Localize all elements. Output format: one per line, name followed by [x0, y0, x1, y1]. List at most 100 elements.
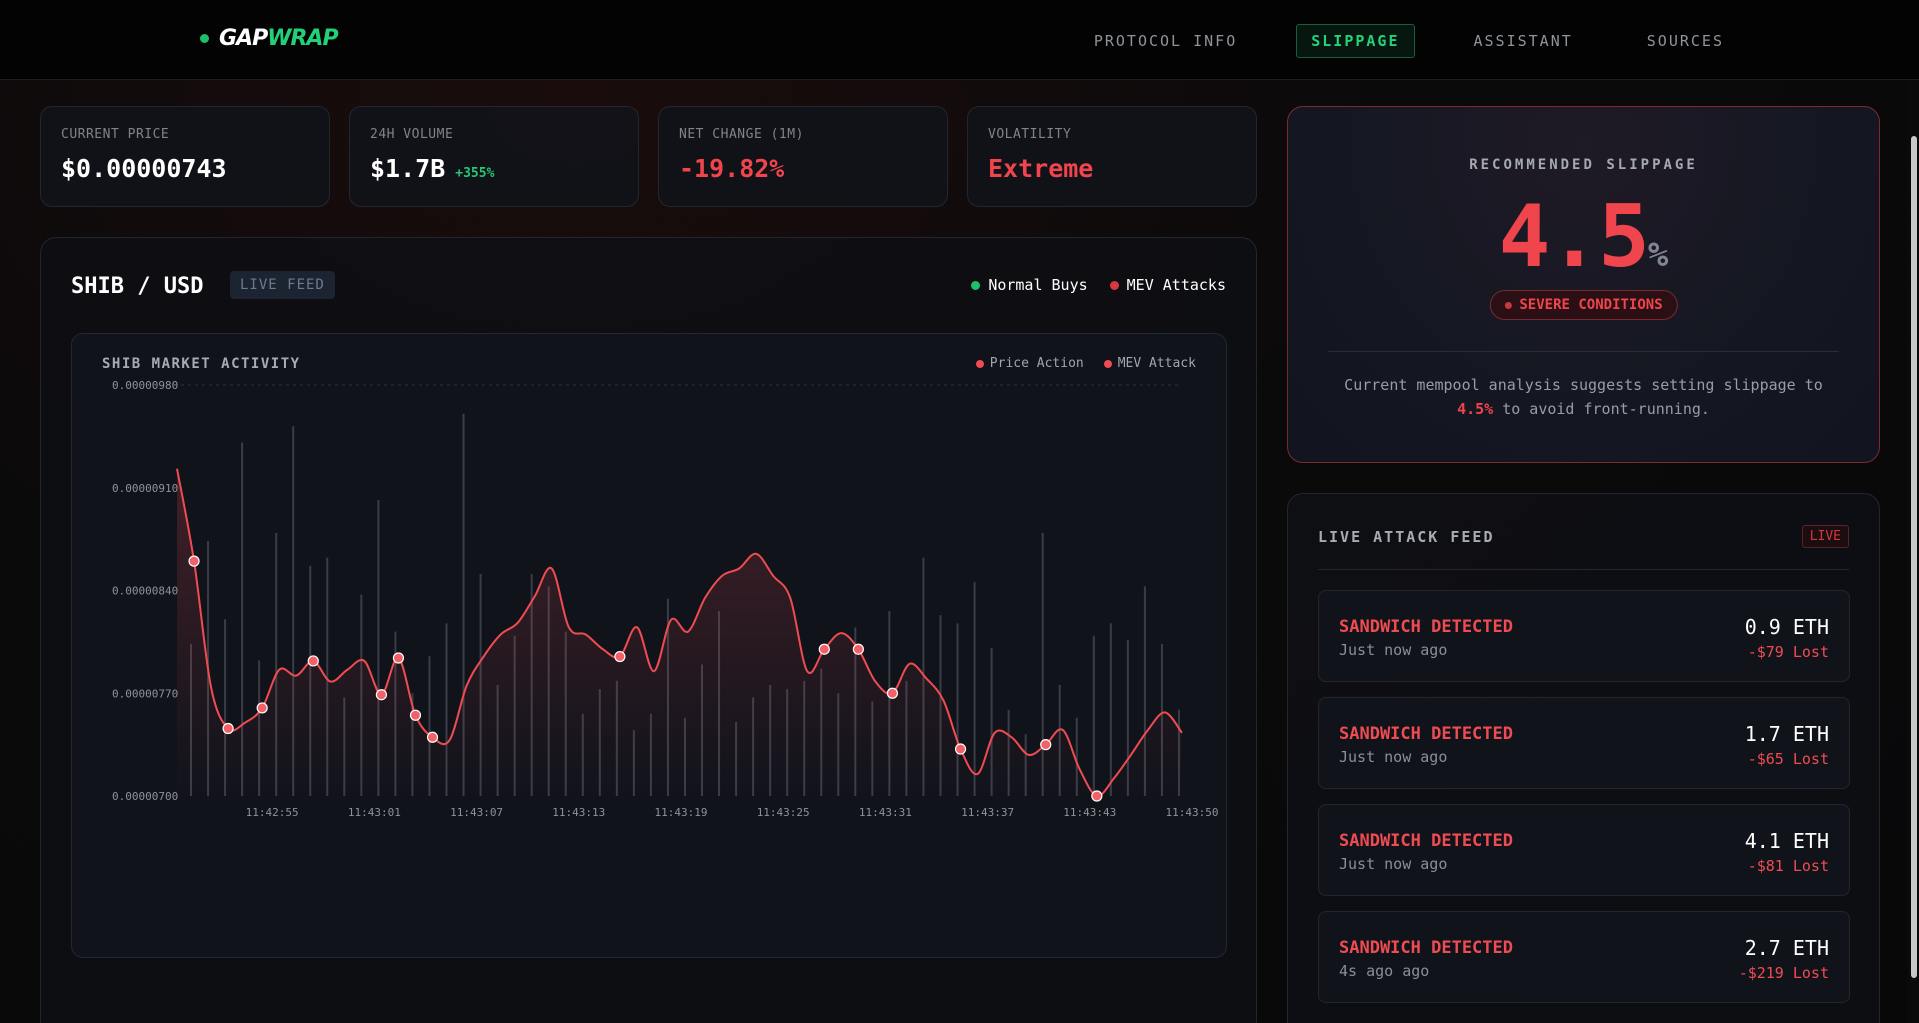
nav-slippage[interactable]: SLIPPAGE: [1296, 24, 1415, 58]
feed-item[interactable]: SANDWICH DETECTED Just now ago 0.9 ETH -…: [1318, 590, 1850, 682]
market-activity-chart: SHIB MARKET ACTIVITY Price Action MEV At…: [71, 333, 1227, 958]
stat-label: VOLATILITY: [988, 127, 1072, 142]
logo[interactable]: GAPWRAP: [200, 26, 339, 51]
x-tick-label: 11:43:01: [348, 806, 401, 819]
pair-title: SHIB / USD: [71, 274, 204, 299]
stat-value: Extreme: [988, 154, 1094, 183]
mev-attack-point: [409, 709, 422, 721]
stat-label: 24H VOLUME: [370, 127, 454, 142]
stat-card-volume: 24H VOLUME $1.7B +355%: [349, 106, 639, 207]
chart-panel: SHIB / USD LIVE FEED Normal Buys MEV Att…: [40, 237, 1257, 1023]
mev-attack-point: [1091, 790, 1103, 802]
page-scrollbar[interactable]: [1907, 80, 1919, 1023]
mev-attack-point: [222, 722, 234, 735]
x-tick-label: 11:43:37: [961, 806, 1014, 819]
chart-inner-legend: Price Action MEV Attack: [975, 356, 1196, 371]
attack-time: Just now ago: [1339, 641, 1448, 659]
attack-loss: -$81 Lost: [1747, 857, 1829, 875]
x-tick-label: 11:42:55: [246, 806, 299, 819]
nav-protocol-info[interactable]: PROTOCOL INFO: [1093, 32, 1238, 50]
attack-type: SANDWICH DETECTED: [1339, 617, 1513, 637]
stat-change-badge: +355%: [455, 166, 495, 181]
mev-attack-point: [375, 689, 388, 701]
stat-card-net-change: NET CHANGE (1M) -19.82%: [658, 106, 948, 207]
mev-attack-point: [307, 655, 319, 667]
stat-value: $1.7B +355%: [370, 154, 495, 183]
attack-amount: 0.9 ETH: [1744, 615, 1829, 639]
y-tick-label: 0.00000770: [112, 687, 178, 700]
mev-attack-point: [1040, 739, 1052, 751]
attack-time: Just now ago: [1339, 748, 1448, 766]
attack-loss: -$219 Lost: [1738, 964, 1829, 982]
y-tick-label: 0.00000980: [112, 379, 178, 392]
x-tick-label: 11:43:43: [1063, 806, 1116, 819]
y-tick-label: 0.00000700: [112, 790, 178, 803]
red-dot-icon: [975, 359, 984, 368]
mev-attack-point: [188, 555, 200, 567]
chart-plot-area[interactable]: 0.00000980 0.00000910 0.00000840 0.00000770…: [72, 334, 1228, 959]
attack-amount: 4.1 ETH: [1744, 829, 1829, 853]
feed-item[interactable]: SANDWICH DETECTED Just now ago 4.1 ETH -…: [1318, 804, 1850, 896]
mev-attack-point: [426, 731, 439, 743]
logo-text: GAPWRAP: [219, 26, 339, 51]
attack-type: SANDWICH DETECTED: [1339, 938, 1513, 958]
stat-card-volatility: VOLATILITY Extreme: [967, 106, 1257, 207]
price-area: [177, 468, 1182, 797]
x-tick-label: 11:43:25: [757, 806, 810, 819]
slippage-description: Current mempool analysis suggests settin…: [1344, 376, 1823, 418]
main-nav: PROTOCOL INFO SLIPPAGE ASSISTANT SOURCES: [1035, 24, 1739, 58]
chart-title: SHIB MARKET ACTIVITY: [102, 356, 301, 372]
legend-mev-attacks[interactable]: MEV Attacks: [1109, 276, 1226, 294]
legend-price-action: Price Action: [975, 356, 1084, 371]
red-dot-icon: [1103, 359, 1112, 368]
x-tick-label: 11:43:50: [1166, 806, 1219, 819]
stat-value: -19.82%: [679, 154, 785, 183]
feed-title: LIVE ATTACK FEED: [1318, 528, 1495, 546]
severe-conditions-badge: SEVERE CONDITIONS: [1489, 290, 1678, 320]
green-dot-icon: [971, 280, 981, 290]
y-tick-label: 0.00000840: [112, 585, 178, 598]
scrollbar-thumb[interactable]: [1911, 136, 1917, 978]
attack-loss: -$65 Lost: [1747, 750, 1829, 768]
x-tick-label: 11:43:13: [552, 806, 605, 819]
x-tick-label: 11:43:07: [450, 806, 503, 819]
mev-attack-point: [886, 687, 899, 699]
attack-amount: 1.7 ETH: [1744, 722, 1829, 746]
stat-label: NET CHANGE (1M): [679, 127, 804, 142]
stat-card-current-price: CURRENT PRICE $0.00000743: [40, 106, 330, 207]
attack-type: SANDWICH DETECTED: [1339, 724, 1513, 744]
stat-label: CURRENT PRICE: [61, 127, 170, 142]
attack-amount: 2.7 ETH: [1744, 936, 1829, 960]
divider: [1328, 351, 1839, 352]
live-feed-badge: LIVE FEED: [230, 271, 335, 299]
nav-sources[interactable]: SOURCES: [1646, 32, 1724, 50]
feed-item[interactable]: SANDWICH DETECTED Just now ago 1.7 ETH -…: [1318, 697, 1850, 789]
slippage-card: RECOMMENDED SLIPPAGE 4.5% SEVERE CONDITI…: [1287, 106, 1880, 463]
alert-dot-icon: [1504, 301, 1512, 309]
nav-assistant[interactable]: ASSISTANT: [1473, 32, 1573, 50]
price-line: [176, 468, 1183, 798]
stat-value: $0.00000743: [61, 154, 227, 183]
divider: [1318, 569, 1849, 570]
legend-normal-buys[interactable]: Normal Buys: [971, 276, 1088, 294]
mev-attack-point: [614, 650, 626, 663]
live-attack-feed: LIVE ATTACK FEED LIVE SANDWICH DETECTED …: [1287, 493, 1880, 1023]
mev-attack-point: [256, 702, 268, 714]
attack-time: Just now ago: [1339, 855, 1448, 873]
feed-live-badge: LIVE: [1801, 525, 1849, 548]
y-tick-label: 0.00000910: [112, 482, 178, 495]
feed-item[interactable]: SANDWICH DETECTED 4s ago ago 2.7 ETH -$2…: [1318, 911, 1850, 1003]
mev-attack-point: [852, 643, 864, 655]
slippage-label: RECOMMENDED SLIPPAGE: [1469, 157, 1698, 173]
legend-mev-attack: MEV Attack: [1103, 356, 1196, 371]
mev-attack-point: [954, 743, 967, 755]
attack-loss: -$79 Lost: [1747, 643, 1829, 661]
mev-attack-point: [392, 652, 405, 664]
status-dot-icon: [200, 34, 209, 43]
attack-time: 4s ago ago: [1339, 962, 1430, 980]
mev-attack-point: [818, 643, 830, 655]
chart-legend: Normal Buys MEV Attacks: [971, 276, 1226, 294]
red-dot-icon: [1109, 280, 1119, 290]
slippage-value: 4.5%: [1498, 187, 1669, 287]
top-navbar: GAPWRAP PROTOCOL INFO SLIPPAGE ASSISTANT…: [0, 0, 1919, 80]
